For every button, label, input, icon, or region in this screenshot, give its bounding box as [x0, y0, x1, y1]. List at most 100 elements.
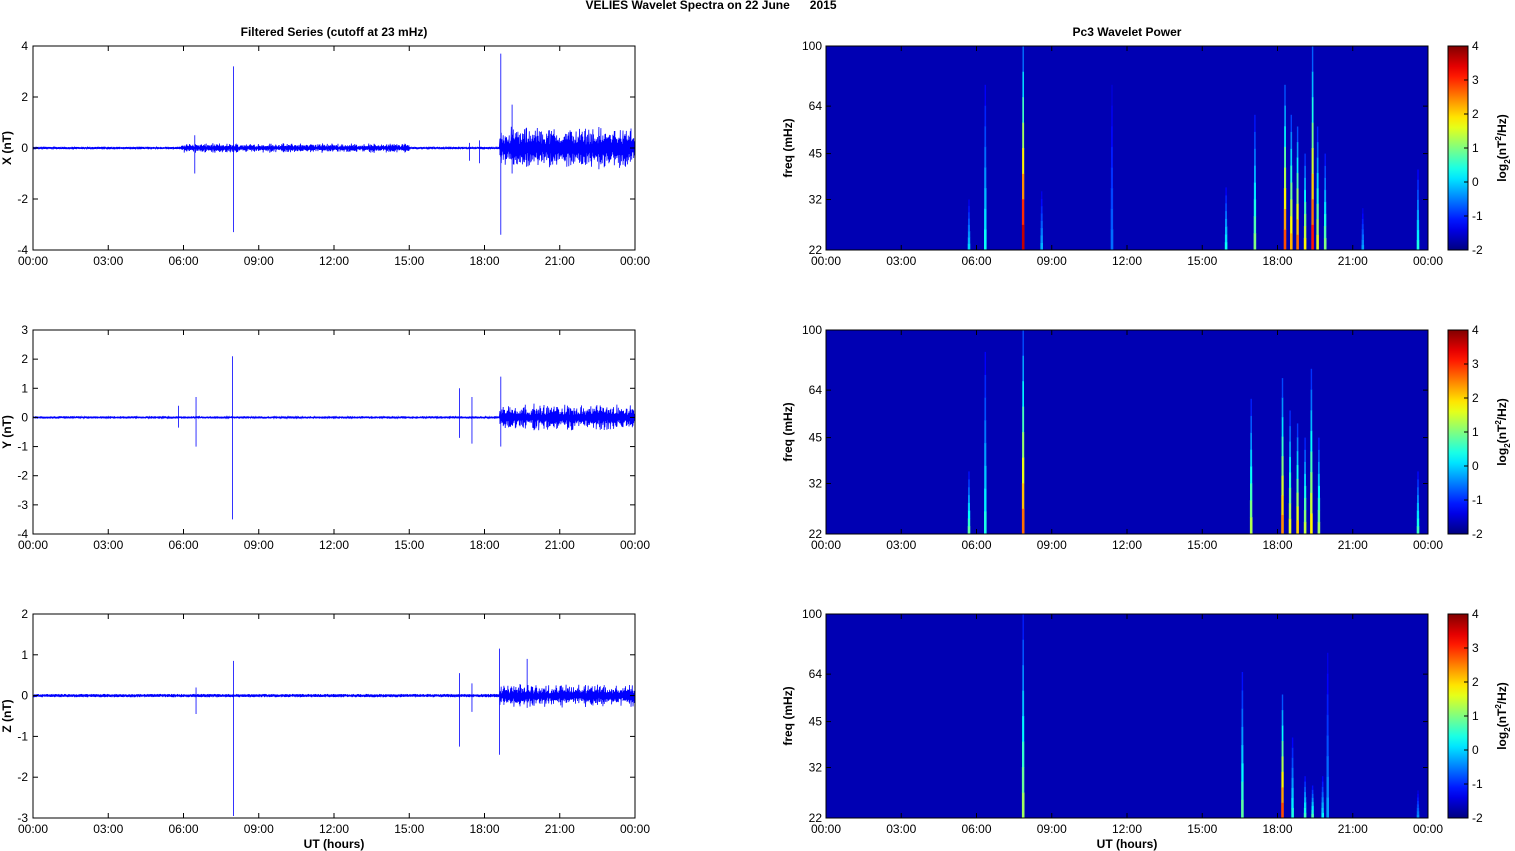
filtered-Y-xtick-label: 00:00 [620, 538, 650, 552]
filtered-Y-series [32, 403, 636, 431]
wavelet-Y-power-streak [1296, 520, 1299, 535]
wavelet-Y-power-streak [1281, 397, 1284, 418]
wavelet-Z-power-streak [1241, 745, 1244, 764]
wavelet-Z-power-streak [1416, 804, 1419, 808]
wavelet-X-power-streak [1040, 235, 1043, 243]
filtered-Y-xtick-label: 15:00 [394, 538, 424, 552]
filtered-Z-xtick-label: 15:00 [394, 822, 424, 836]
wavelet-Y-power-streak [968, 494, 970, 503]
filtered-Z-xtick-label: 18:00 [469, 822, 499, 836]
wavelet-X-xtick-label: 15:00 [1187, 254, 1217, 268]
wavelet-Y-power-streak [1317, 509, 1321, 523]
wavelet-X-colorbar-tick-label: -1 [1472, 209, 1483, 223]
wavelet-Z-power-streak [1291, 757, 1294, 768]
wavelet-X-power-streak [1296, 188, 1299, 204]
wavelet-X-power-streak [1224, 234, 1228, 243]
wavelet-Z-power-streak [1241, 763, 1244, 782]
wavelet-Z-power-streak [1022, 639, 1024, 666]
wavelet-X-power-streak [1324, 177, 1326, 191]
wavelet-Z-power-streak [1281, 756, 1284, 772]
wavelet-Z-power-streak [1303, 807, 1307, 814]
wavelet-X-power-streak [984, 167, 987, 189]
wavelet-Z-power-streak [1327, 652, 1329, 674]
wavelet-X-power-streak [1417, 199, 1419, 211]
wavelet-Y-power-streak [1296, 492, 1299, 507]
wavelet-Y-power-streak [1310, 513, 1313, 535]
wavelet-Y-power-streak [1296, 478, 1299, 493]
wavelet-X-power-streak [1022, 97, 1024, 123]
wavelet-Y-power-streak [1318, 449, 1320, 462]
wavelet-Z-power-streak [1241, 690, 1244, 709]
wavelet-Y-power-streak [1288, 487, 1292, 504]
wavelet-X-power-streak [1110, 167, 1113, 189]
wavelet-X-power-streak [1253, 233, 1257, 251]
wavelet-X-power-streak [1303, 225, 1307, 239]
wavelet-Y-ytick-label: 22 [809, 527, 823, 541]
wavelet-Z-power-streak [1281, 710, 1284, 726]
wavelet-Y-xtick-label: 06:00 [961, 538, 991, 552]
wavelet-X-power-streak [1296, 219, 1299, 235]
wavelet-Z-power-streak [1241, 726, 1244, 746]
wavelet-Z-power-streak [1311, 789, 1314, 794]
wavelet-Y-power-streak [1281, 378, 1284, 398]
wavelet-X-power-streak [1296, 142, 1299, 158]
filtered-X-xtick-label: 09:00 [244, 254, 274, 268]
filtered-Z-xtick-label: 21:00 [545, 822, 575, 836]
wavelet-X-power-streak [1361, 234, 1364, 240]
wavelet-Z-xtick-label: 06:00 [961, 822, 991, 836]
wavelet-Y-power-streak [984, 420, 987, 444]
wavelet-Y-colorbar-tick-label: 1 [1472, 425, 1479, 439]
filtered-X-xtick-label: 12:00 [319, 254, 349, 268]
wavelet-Z-power-streak [1417, 800, 1419, 805]
wavelet-Z-power-streak [1311, 793, 1314, 798]
wavelet-Z-xtick-label: 18:00 [1262, 822, 1292, 836]
wavelet-X-power-streak [984, 208, 987, 230]
wavelet-Z-power-streak [1304, 781, 1306, 787]
wavelet-X-power-streak [1296, 172, 1299, 189]
wavelet-Z-power-streak [1304, 786, 1306, 793]
colorbar-label-part: 2 [1503, 443, 1512, 448]
wavelet-Z-power-streak [1416, 807, 1420, 812]
wavelet-Z-ytick-label: 45 [809, 715, 823, 729]
wavelet-Z-power-streak [1321, 802, 1324, 808]
wavelet-X-power-streak [1283, 208, 1287, 230]
wavelet-Z-power-streak [1417, 790, 1419, 795]
wavelet-X-power-streak [1022, 173, 1025, 200]
wavelet-Y-power-streak [1417, 479, 1419, 488]
wavelet-Y-ytick-label: 45 [809, 431, 823, 445]
wavelet-X-power-streak [1296, 157, 1299, 174]
wavelet-X-power-streak [1224, 242, 1228, 251]
colorbar-label-part: (nT [1495, 424, 1509, 443]
wavelet-Z-power-streak [1022, 690, 1025, 717]
wavelet-Z-power-streak [1241, 781, 1244, 800]
wavelet-Y-power-streak [1289, 426, 1291, 442]
wavelet-Z-power-streak [1417, 793, 1419, 798]
wavelet-X-power-streak [984, 84, 986, 106]
wavelet-X-power-streak [1311, 148, 1314, 174]
wavelet-Z-power-streak [1311, 805, 1314, 811]
wavelet-X-power-streak [1253, 199, 1257, 217]
wavelet-Z-power-streak [1022, 741, 1025, 768]
wavelet-X-power-streak [1316, 203, 1319, 220]
filtered-X-xtick-label: 15:00 [394, 254, 424, 268]
wavelet-Z-xtick-label: 00:00 [811, 822, 841, 836]
filtered-Y-ytick-label: -3 [17, 498, 28, 512]
wavelet-X-power-streak [1303, 237, 1307, 251]
wavelet-X-power-streak [1361, 218, 1364, 225]
filtered-Y-xtick-label: 18:00 [469, 538, 499, 552]
wavelet-X-xtick-label: 00:00 [1413, 254, 1443, 268]
wavelet-Y-power-streak [984, 511, 987, 535]
wavelet-X-power-streak [1254, 148, 1256, 166]
wavelet-Y-power-streak [1281, 495, 1284, 515]
wavelet-X-power-streak [1290, 165, 1293, 183]
wavelet-X-power-streak [1416, 229, 1420, 241]
wavelet-Y-power-streak [1416, 502, 1419, 511]
wavelet-Y-power-streak [967, 510, 971, 519]
wavelet-Y-power-streak [984, 374, 987, 398]
wavelet-Y-power-streak [1021, 508, 1025, 535]
wavelet-X-xtick-label: 06:00 [961, 254, 991, 268]
wavelet-Y-xtick-label: 00:00 [811, 538, 841, 552]
wavelet-Z-power-streak [1291, 807, 1294, 819]
filtered-Y-xtick-label: 12:00 [319, 538, 349, 552]
wavelet-Y-power-streak [984, 397, 987, 421]
